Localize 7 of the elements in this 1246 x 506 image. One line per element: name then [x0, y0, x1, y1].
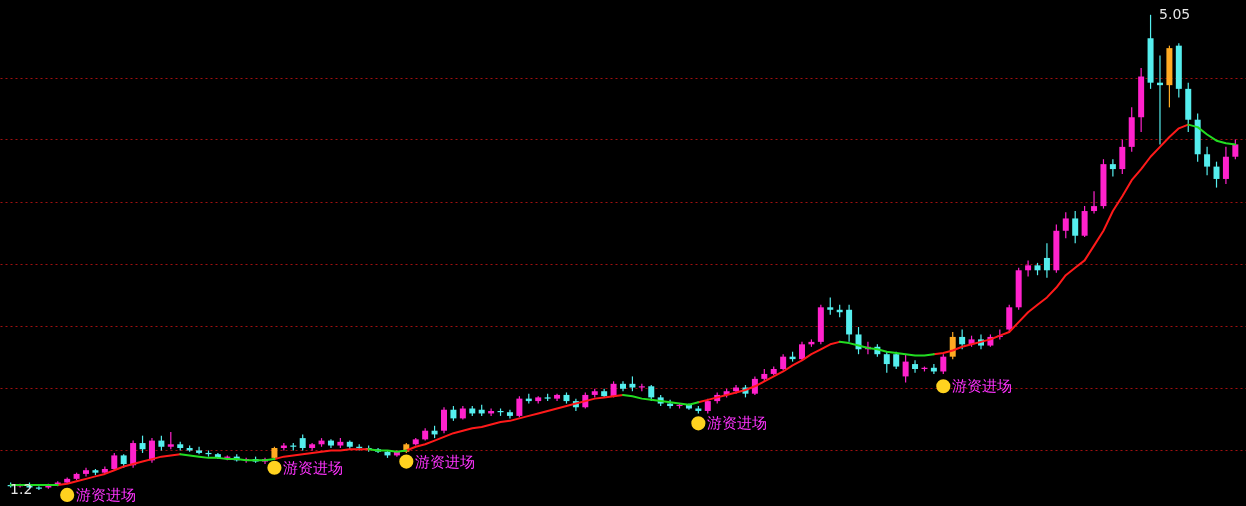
annotation: 1.2: [10, 480, 33, 497]
annotation: 游资进场: [706, 414, 767, 433]
annotation: 游资进场: [282, 458, 343, 477]
annotation: 游资进场: [951, 377, 1012, 396]
annotation: 游资进场: [414, 452, 475, 471]
annotation: 5.05: [1159, 5, 1191, 22]
annotation: 游资进场: [75, 485, 136, 504]
